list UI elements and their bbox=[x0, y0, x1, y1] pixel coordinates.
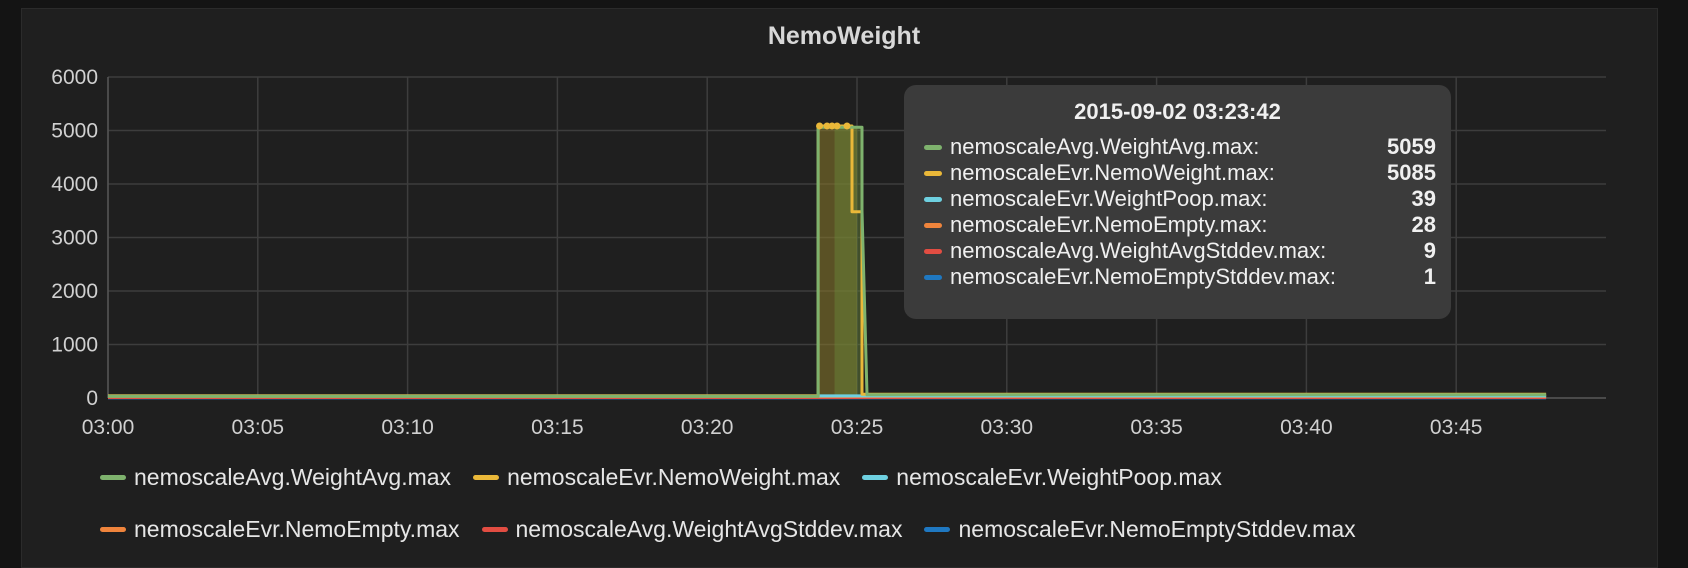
legend-item[interactable]: nemoscaleEvr.NemoEmptyStddev.max bbox=[924, 516, 1356, 543]
tooltip-series-value: 5085 bbox=[1387, 160, 1436, 185]
tooltip-swatch bbox=[924, 222, 942, 228]
data-point bbox=[833, 122, 841, 130]
tooltip-swatch bbox=[924, 144, 942, 150]
legend-item[interactable]: nemoscaleAvg.WeightAvg.max bbox=[100, 464, 451, 491]
spike-area-fill-2 bbox=[834, 125, 862, 398]
legend-swatch bbox=[924, 527, 951, 532]
data-point bbox=[823, 122, 831, 130]
x-tick-label: 03:25 bbox=[831, 416, 884, 439]
tooltip-row: nemoscaleEvr.WeightPoop.max: 39 bbox=[924, 185, 1436, 213]
y-tick-label: 5000 bbox=[51, 120, 98, 143]
tooltip-series-value: 9 bbox=[1423, 238, 1436, 263]
tooltip-row: nemoscaleEvr.NemoEmptyStddev.max: 1 bbox=[924, 263, 1436, 291]
tooltip-series-name: nemoscaleEvr.NemoWeight.max: bbox=[950, 160, 1275, 185]
tooltip-series-name: nemoscaleAvg.WeightAvgStddev.max: bbox=[950, 238, 1327, 263]
hover-tooltip: 2015-09-02 03:23:42 nemoscaleAvg.WeightA… bbox=[904, 85, 1451, 319]
legend-swatch bbox=[100, 475, 126, 480]
legend-item[interactable]: nemoscaleEvr.NemoWeight.max bbox=[473, 464, 840, 491]
tooltip-series-name: nemoscaleEvr.NemoEmptyStddev.max: bbox=[950, 264, 1336, 289]
y-tick-label: 4000 bbox=[51, 173, 98, 196]
y-tick-label: 3000 bbox=[51, 227, 98, 250]
y-tick-label: 0 bbox=[86, 387, 98, 410]
tooltip-series-name: nemoscaleEvr.NemoEmpty.max: bbox=[950, 212, 1268, 237]
x-tick-label: 03:20 bbox=[681, 416, 734, 439]
tooltip-series-value: 1 bbox=[1423, 264, 1436, 289]
tooltip-series-name: nemoscaleAvg.WeightAvg.max: bbox=[950, 134, 1260, 159]
legend-swatch bbox=[862, 475, 889, 480]
tooltip-series-name: nemoscaleEvr.WeightPoop.max: bbox=[950, 186, 1268, 211]
legend-label: nemoscaleEvr.WeightPoop.max bbox=[896, 464, 1222, 490]
legend-label: nemoscaleEvr.NemoEmpty.max bbox=[134, 516, 460, 542]
legend-item[interactable]: nemoscaleAvg.WeightAvgStddev.max bbox=[481, 516, 903, 543]
data-point bbox=[843, 122, 851, 130]
x-tick-label: 03:40 bbox=[1280, 416, 1333, 439]
y-tick-label: 2000 bbox=[51, 280, 98, 303]
legend-swatch bbox=[100, 527, 126, 532]
legend-label: nemoscaleEvr.NemoEmptyStddev.max bbox=[958, 516, 1356, 542]
y-tick-label: 6000 bbox=[51, 66, 98, 89]
tooltip-row: nemoscaleEvr.NemoEmpty.max: 28 bbox=[924, 211, 1436, 239]
legend-label: nemoscaleAvg.WeightAvgStddev.max bbox=[515, 516, 903, 542]
tooltip-row: nemoscaleAvg.WeightAvg.max: 5059 bbox=[924, 133, 1436, 161]
series-line bbox=[108, 125, 1547, 398]
tooltip-swatch bbox=[924, 196, 942, 202]
tooltip-series-value: 28 bbox=[1411, 212, 1436, 237]
y-tick-label: 1000 bbox=[51, 334, 98, 357]
tooltip-swatch bbox=[924, 170, 942, 176]
tooltip-series-value: 39 bbox=[1411, 186, 1436, 211]
legend-swatch bbox=[473, 475, 500, 480]
tooltip-row: nemoscaleEvr.NemoWeight.max: 5085 bbox=[924, 159, 1436, 187]
x-tick-label: 03:15 bbox=[531, 416, 584, 439]
x-tick-label: 03:35 bbox=[1130, 416, 1183, 439]
data-point bbox=[828, 122, 836, 130]
tooltip-swatch bbox=[924, 274, 942, 280]
x-tick-label: 03:45 bbox=[1430, 416, 1483, 439]
legend-label: nemoscaleEvr.NemoWeight.max bbox=[507, 464, 841, 490]
legend-label: nemoscaleAvg.WeightAvg.max bbox=[134, 464, 452, 490]
legend-item[interactable]: nemoscaleEvr.NemoEmpty.max bbox=[100, 516, 460, 543]
chart-title: NemoWeight bbox=[767, 22, 921, 50]
legend-item[interactable]: nemoscaleEvr.WeightPoop.max bbox=[862, 464, 1222, 491]
data-point bbox=[816, 122, 824, 130]
x-tick-label: 03:10 bbox=[381, 416, 434, 439]
tooltip-series-value: 5059 bbox=[1387, 134, 1436, 159]
legend-swatch bbox=[481, 527, 508, 532]
legend-row-1: nemoscaleAvg.WeightAvg.max nemoscaleEvr.N… bbox=[100, 464, 1244, 491]
legend-row-2: nemoscaleEvr.NemoEmpty.max nemoscaleAvg.W… bbox=[100, 516, 1378, 543]
tooltip-swatch bbox=[924, 248, 942, 254]
x-tick-label: 03:30 bbox=[981, 416, 1034, 439]
x-tick-label: 03:05 bbox=[232, 416, 285, 439]
x-tick-label: 03:00 bbox=[82, 416, 135, 439]
tooltip-row: nemoscaleAvg.WeightAvgStddev.max: 9 bbox=[924, 237, 1436, 265]
tooltip-time: 2015-09-02 03:23:42 bbox=[1074, 99, 1281, 124]
